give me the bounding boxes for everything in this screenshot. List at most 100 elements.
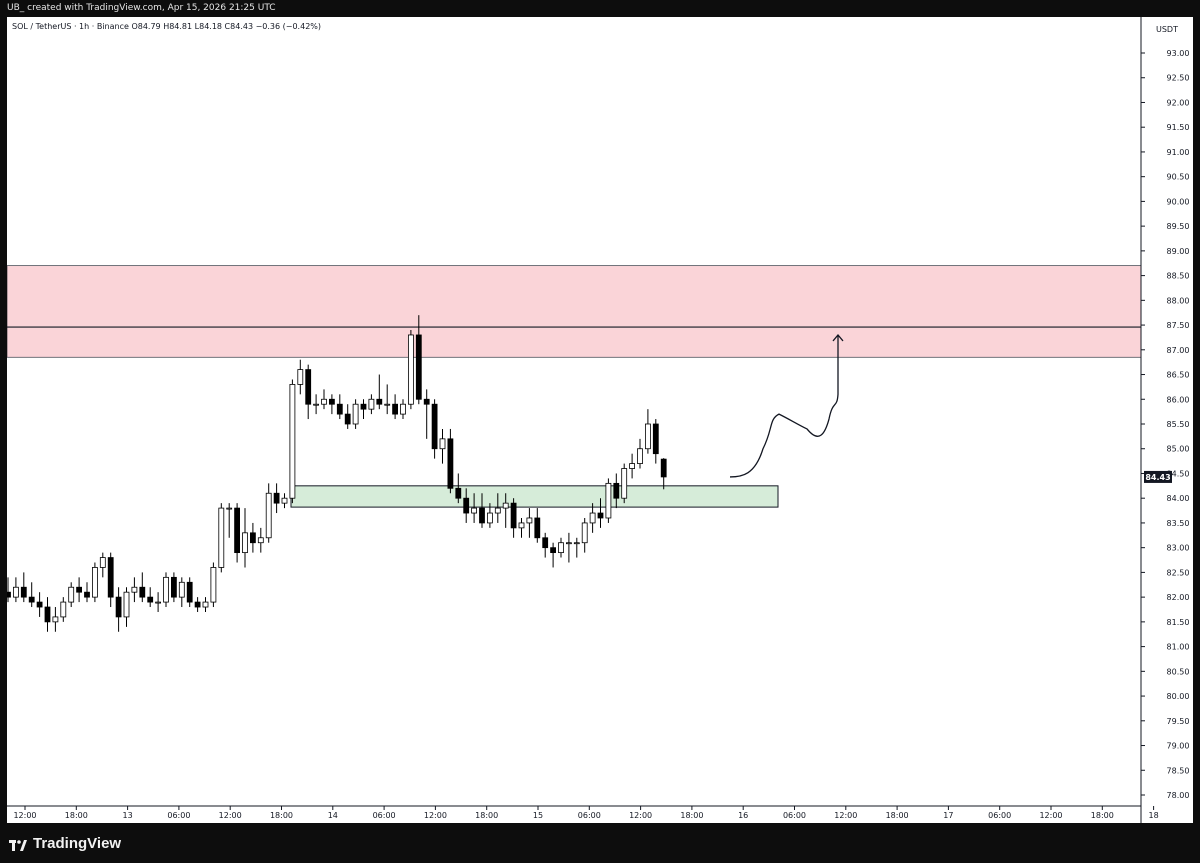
candle-bullish[interactable]	[400, 399, 406, 420]
candle-bullish[interactable]	[526, 508, 533, 538]
candle-body	[589, 512, 596, 524]
candle-bearish[interactable]	[597, 498, 604, 528]
candle-bullish[interactable]	[368, 394, 375, 415]
candle-body	[84, 591, 90, 598]
candle-bullish[interactable]	[218, 503, 225, 573]
candle-bullish[interactable]	[589, 503, 596, 533]
candle-bearish[interactable]	[7, 577, 11, 603]
candle-bearish[interactable]	[84, 582, 90, 603]
candle-body	[313, 403, 320, 406]
candle-bullish[interactable]	[92, 562, 98, 603]
candle-bullish[interactable]	[68, 582, 75, 608]
candle-bearish[interactable]	[660, 458, 667, 490]
candle-bullish[interactable]	[265, 483, 272, 543]
candle-bullish[interactable]	[518, 517, 525, 538]
candle-bearish[interactable]	[115, 587, 122, 632]
candle-bullish[interactable]	[52, 607, 59, 632]
candle-bearish[interactable]	[534, 508, 541, 543]
candle-bullish[interactable]	[13, 577, 19, 603]
candle-bullish[interactable]	[210, 562, 217, 608]
candle-bearish[interactable]	[423, 389, 430, 439]
candle-bullish[interactable]	[621, 463, 628, 504]
candle-bullish[interactable]	[202, 597, 209, 612]
candle-bearish[interactable]	[336, 394, 343, 420]
projection-path[interactable]	[729, 334, 839, 478]
candle-bullish[interactable]	[407, 330, 414, 410]
candle-bearish[interactable]	[76, 577, 82, 603]
candle-bullish[interactable]	[99, 552, 106, 578]
candle-body	[257, 537, 264, 544]
candle-bullish[interactable]	[581, 517, 588, 553]
candle-bearish[interactable]	[344, 404, 351, 429]
candle-bearish[interactable]	[550, 542, 556, 568]
candle-body	[486, 512, 493, 524]
candle-bullish[interactable]	[471, 493, 478, 523]
time-tick-label: 18	[1149, 811, 1159, 820]
candle-bearish[interactable]	[305, 364, 312, 420]
time-tick-label: 12:00	[424, 811, 447, 820]
candle-bearish[interactable]	[20, 572, 27, 603]
candle-bearish[interactable]	[652, 419, 659, 464]
candle-bullish[interactable]	[321, 389, 327, 410]
candle-bearish[interactable]	[170, 572, 177, 603]
candle-bearish[interactable]	[360, 399, 367, 420]
candle-bullish[interactable]	[123, 587, 130, 627]
candle-bullish[interactable]	[645, 409, 651, 454]
candle-bearish[interactable]	[234, 503, 241, 563]
candle-bearish[interactable]	[44, 597, 51, 632]
candle-bullish[interactable]	[242, 508, 248, 568]
candle-bearish[interactable]	[28, 582, 35, 608]
candle-bullish[interactable]	[573, 537, 580, 558]
candle-bullish[interactable]	[494, 493, 501, 523]
candle-bearish[interactable]	[107, 552, 114, 608]
candle-bearish[interactable]	[431, 399, 438, 459]
candle-bullish[interactable]	[558, 537, 564, 558]
candle-bearish[interactable]	[542, 532, 549, 558]
time-tick-label: 06:00	[167, 811, 190, 820]
candle-bullish[interactable]	[155, 592, 162, 612]
candle-bearish[interactable]	[328, 394, 335, 415]
candle-bullish[interactable]	[178, 577, 185, 608]
candle-bullish[interactable]	[257, 527, 264, 553]
candle-bullish[interactable]	[605, 478, 612, 523]
demand-zone[interactable]	[290, 485, 779, 508]
chart-frame[interactable]: USDT 93.00 92.50 92.00 91.50 91.00 90.50 90.00 8…	[7, 17, 1193, 823]
caption-text: UB_ created with TradingView.com, Apr 15…	[7, 3, 276, 13]
candle-bearish[interactable]	[613, 473, 620, 509]
candle-bearish[interactable]	[376, 374, 383, 410]
candle-bullish[interactable]	[637, 438, 643, 469]
candle-bearish[interactable]	[186, 577, 193, 608]
candle-bearish[interactable]	[392, 394, 399, 420]
candle-bearish[interactable]	[249, 522, 256, 553]
tradingview-brand[interactable]: TradingView	[9, 835, 121, 852]
candle-bullish[interactable]	[297, 359, 304, 395]
candle-bearish[interactable]	[139, 572, 146, 603]
candle-bullish[interactable]	[163, 572, 169, 608]
candle-bullish[interactable]	[226, 503, 233, 538]
candle-bearish[interactable]	[479, 493, 485, 528]
candle-bullish[interactable]	[439, 428, 446, 464]
candle-body	[384, 403, 391, 406]
candle-bullish[interactable]	[131, 577, 138, 603]
candle-bullish[interactable]	[502, 493, 509, 528]
candle-bullish[interactable]	[566, 532, 572, 563]
candle-bullish[interactable]	[384, 384, 391, 415]
candle-bullish[interactable]	[313, 394, 320, 415]
candle-bearish[interactable]	[463, 488, 470, 523]
candle-bearish[interactable]	[273, 483, 280, 514]
candle-bullish[interactable]	[629, 453, 635, 479]
candle-bearish[interactable]	[194, 597, 201, 612]
candle-bearish[interactable]	[447, 428, 454, 494]
candle-bearish[interactable]	[415, 315, 422, 405]
candle-bullish[interactable]	[352, 399, 359, 429]
candle-bearish[interactable]	[510, 498, 517, 538]
supply-zone[interactable]	[7, 265, 1142, 358]
candle-bearish[interactable]	[147, 587, 154, 608]
candle-bullish[interactable]	[486, 503, 493, 528]
candle-bullish[interactable]	[60, 597, 67, 622]
price-chart[interactable]: USDT 93.00 92.50 92.00 91.50 91.00 90.50 90.00 8…	[7, 17, 1193, 823]
candle-bullish[interactable]	[281, 493, 288, 509]
candle-bearish[interactable]	[455, 473, 462, 504]
candle-bullish[interactable]	[289, 379, 296, 504]
candle-bearish[interactable]	[36, 592, 43, 617]
